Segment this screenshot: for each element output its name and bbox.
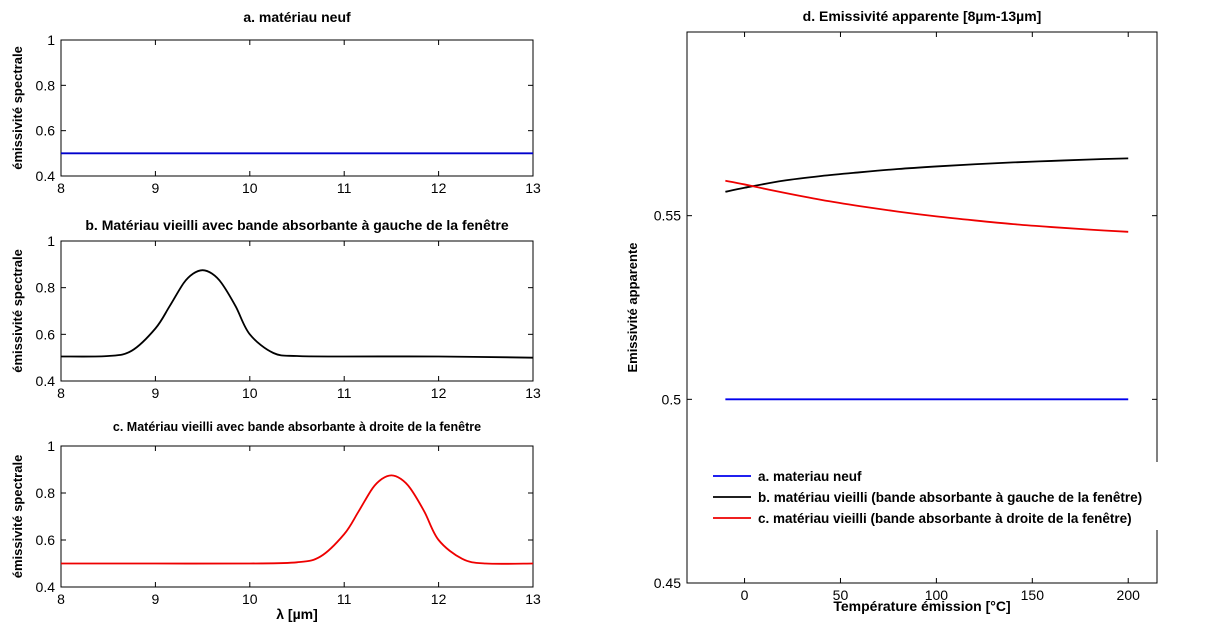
x-tick-label: 11 (337, 385, 352, 401)
y-tick-label: 1 (47, 32, 55, 48)
y-tick-label: 0.4 (36, 373, 56, 389)
x-tick-label: 50 (833, 587, 849, 603)
plot-frame (60, 240, 534, 382)
x-tick-label: 100 (925, 587, 949, 603)
x-tick-label: 13 (525, 591, 541, 607)
x-tick-label: 11 (337, 180, 352, 196)
y-tick-label: 0.4 (36, 579, 56, 595)
legend-label: c. matériau vieilli (bande absorbante à … (758, 511, 1132, 526)
x-tick-label: 8 (57, 180, 65, 196)
x-tick-label: 13 (525, 385, 541, 401)
chart-title: a. matériau neuf (243, 9, 351, 25)
y-tick-label: 0.6 (36, 326, 56, 342)
plot-frame (686, 31, 1158, 584)
x-tick-label: 12 (431, 591, 447, 607)
y-tick-label: 0.45 (654, 575, 681, 591)
x-tick-label: 13 (525, 180, 541, 196)
y-tick-label: 0.6 (36, 123, 56, 139)
x-tick-label: 150 (1021, 587, 1045, 603)
y-axis-label: émissivité spectrale (10, 46, 25, 170)
plot-frame (60, 445, 534, 588)
legend-label: b. matériau vieilli (bande absorbante à … (758, 490, 1142, 505)
y-tick-label: 1 (47, 233, 55, 249)
x-tick-label: 12 (431, 385, 447, 401)
x-axis-label: λ [µm] (276, 606, 318, 622)
legend-label: a. materiau neuf (758, 469, 862, 484)
y-tick-label: 0.8 (36, 485, 56, 501)
series-line-4-3 (725, 179, 1129, 233)
y-tick-label: 0.55 (654, 208, 681, 224)
y-axis-label: émissivité spectrale (10, 249, 25, 373)
series-line-3-1 (61, 474, 534, 565)
chart-title: b. Matériau vieilli avec bande absorbant… (85, 217, 508, 233)
plot-frame (60, 39, 534, 177)
y-tick-label: 0.8 (36, 280, 56, 296)
y-tick-label: 1 (47, 438, 55, 454)
x-tick-label: 12 (431, 180, 447, 196)
x-tick-label: 9 (152, 180, 160, 196)
series-line-4-2 (725, 157, 1129, 193)
x-tick-label: 200 (1117, 587, 1141, 603)
x-tick-label: 0 (741, 587, 749, 603)
y-axis-label: Emissivité apparente (625, 242, 640, 372)
y-tick-label: 0.5 (662, 391, 682, 407)
x-tick-label: 9 (152, 385, 160, 401)
legend-box (707, 462, 1232, 530)
x-tick-label: 11 (337, 591, 352, 607)
x-tick-label: 8 (57, 385, 65, 401)
x-tick-label: 10 (242, 180, 258, 196)
x-tick-label: 8 (57, 591, 65, 607)
series-line-2-1 (60, 269, 534, 359)
y-tick-label: 0.4 (36, 168, 56, 184)
x-axis-label: Température émission [°C] (833, 598, 1010, 614)
chart-title: d. Emissivité apparente [8µm-13µm] (803, 8, 1042, 24)
x-tick-label: 10 (242, 591, 258, 607)
y-axis-label: émissivité spectrale (10, 455, 25, 579)
chart-title: c. Matériau vieilli avec bande absorbant… (113, 420, 481, 434)
x-tick-label: 9 (152, 591, 160, 607)
x-tick-label: 10 (242, 385, 258, 401)
y-tick-label: 0.6 (36, 532, 56, 548)
y-tick-label: 0.8 (36, 77, 56, 93)
